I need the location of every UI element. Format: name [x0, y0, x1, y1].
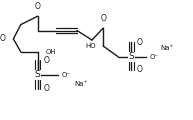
- Text: Na⁺: Na⁺: [74, 81, 87, 87]
- Text: O: O: [35, 2, 41, 11]
- Text: Na⁺: Na⁺: [160, 45, 174, 51]
- Text: O⁻: O⁻: [62, 72, 71, 78]
- Text: OH: OH: [45, 49, 56, 55]
- Text: O: O: [137, 65, 143, 74]
- Text: S: S: [128, 52, 134, 61]
- Text: HO: HO: [85, 43, 96, 49]
- Text: O: O: [100, 14, 106, 23]
- Text: O: O: [43, 84, 49, 93]
- Text: S: S: [35, 70, 41, 79]
- Text: O: O: [137, 38, 143, 47]
- Text: O: O: [43, 56, 49, 65]
- Text: O: O: [0, 34, 6, 43]
- Text: O⁻: O⁻: [150, 54, 159, 60]
